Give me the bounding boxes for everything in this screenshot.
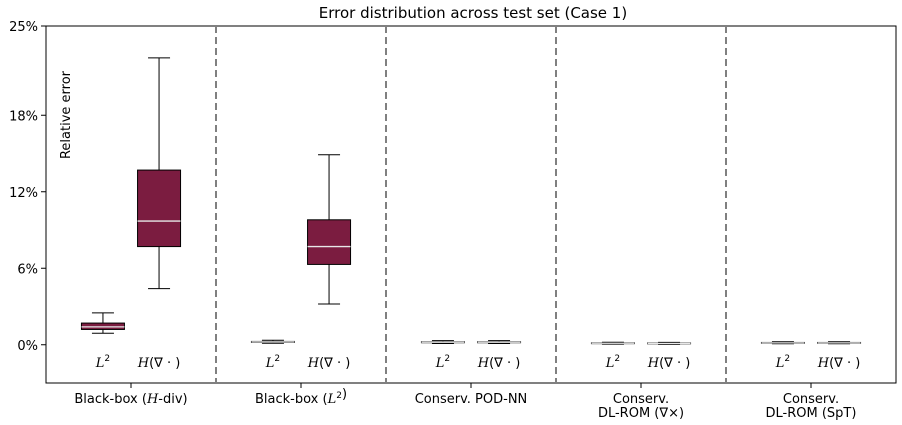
- metric-label: L2: [775, 354, 790, 371]
- metric-label: L2: [95, 354, 110, 371]
- box-group: L2 H(∇ · ): [590, 341, 692, 371]
- group-label: DL-ROM (SpT): [766, 406, 857, 421]
- y-tick-label: 18%: [9, 109, 38, 124]
- metric-label: H(∇ · ): [647, 356, 691, 371]
- box-group: L2 H(∇ · ): [760, 341, 862, 371]
- group-label: DL-ROM (∇×): [598, 406, 684, 421]
- group-label: Conserv.: [613, 392, 669, 407]
- box-group: L2 H(∇ · ): [420, 340, 522, 371]
- box: [420, 340, 465, 344]
- box-group: L2 H(∇ · ): [80, 57, 182, 371]
- metric-label: L2: [435, 354, 450, 371]
- group-label: Black-box (H-div): [74, 392, 187, 407]
- box: [590, 341, 635, 345]
- group-label: Conserv. POD-NN: [415, 392, 528, 407]
- box: [760, 341, 805, 345]
- box-group: L2 H(∇ · ): [250, 154, 352, 371]
- box: [137, 57, 182, 290]
- metric-label: H(∇ · ): [137, 356, 181, 371]
- x-axis: Black-box (H-div) Black-box (L2) Conserv. …: [74, 383, 856, 421]
- group-label: Black-box (L2): [255, 387, 347, 407]
- chart-title: Error distribution across test set (Case…: [319, 4, 627, 22]
- box-rect: [137, 169, 182, 248]
- box: [477, 340, 522, 344]
- group-label: Conserv.: [783, 392, 839, 407]
- y-axis-label: Relative error: [59, 70, 74, 159]
- y-tick-label: 0%: [17, 339, 38, 354]
- box: [647, 341, 692, 345]
- y-tick-label: 12%: [9, 186, 38, 201]
- metric-label: L2: [265, 354, 280, 371]
- metric-label: H(∇ · ): [817, 356, 861, 371]
- box: [80, 312, 125, 334]
- y-axis: 0% 6% 12% 18% 25%: [9, 20, 46, 354]
- y-tick-label: 6%: [17, 262, 38, 277]
- metric-label: H(∇ · ): [307, 356, 351, 371]
- box-rect: [307, 219, 352, 265]
- y-tick-label: 25%: [9, 20, 38, 35]
- box: [250, 339, 295, 344]
- plot-area: L2 H(∇ · ) L2 H(∇ · ) L2 H(∇ · ) L2 H(∇ · ) L2 H(…: [45, 25, 897, 384]
- metric-label: L2: [605, 354, 620, 371]
- box: [817, 341, 862, 345]
- metric-label: H(∇ · ): [477, 356, 521, 371]
- box: [307, 154, 352, 305]
